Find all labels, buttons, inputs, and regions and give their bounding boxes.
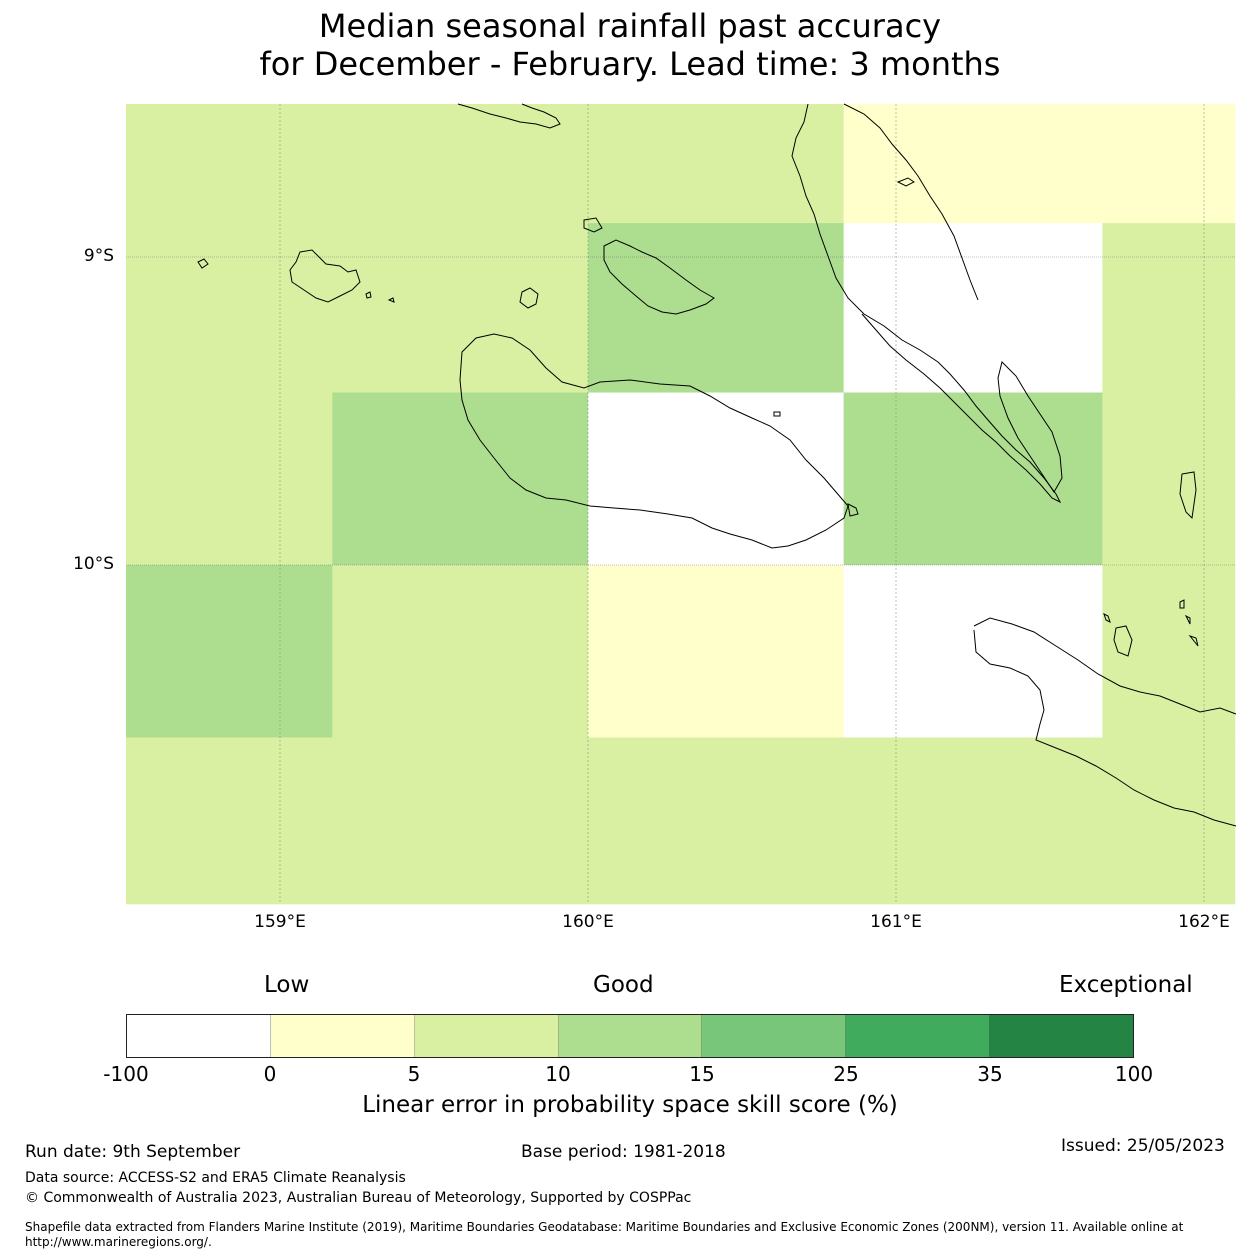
skill-cell — [588, 392, 845, 566]
coastlines — [197, 103, 1237, 827]
coastline-makira-south — [973, 629, 1237, 827]
skill-cell — [843, 565, 1103, 738]
coastline-islet — [896, 177, 915, 187]
coastline-islet — [847, 503, 859, 517]
coastline-islet — [365, 291, 372, 299]
colorbar-tick: 25 — [833, 1062, 859, 1086]
coastline-isabel-west — [457, 103, 561, 129]
map-title-line-2: for December - February. Lead time: 3 mo… — [259, 45, 1001, 83]
skill-cell — [126, 737, 1236, 905]
colorbar-segment — [846, 1015, 991, 1057]
run-date: Run date: 9th September — [25, 1142, 241, 1162]
colorbar-segment — [414, 1015, 559, 1057]
lat-label: 10°S — [73, 554, 114, 574]
coastline-islet — [1188, 634, 1199, 647]
skill-cell — [332, 565, 589, 738]
coastline-small-malaita — [997, 361, 1063, 493]
skill-cell — [126, 392, 333, 566]
skill-cell — [588, 565, 845, 738]
colorbar-tick: 0 — [263, 1062, 277, 1086]
data-source: Data source: ACCESS-S2 and ERA5 Climate … — [25, 1170, 406, 1186]
lat-label: 9°S — [83, 246, 114, 266]
lon-label: 162°E — [1178, 912, 1230, 932]
skill-cell — [332, 392, 589, 566]
skill-cell — [1102, 565, 1236, 738]
colorbar-segment — [127, 1015, 271, 1057]
skill-cell — [588, 223, 845, 394]
colorbar-tick: 10 — [545, 1062, 571, 1086]
colorbar-tick: 5 — [407, 1062, 421, 1086]
lon-label: 159°E — [254, 912, 306, 932]
skill-cell — [1102, 392, 1236, 566]
colorbar-label: Linear error in probability space skill … — [362, 1092, 898, 1118]
colorbar-segment — [270, 1015, 415, 1057]
lon-label: 161°E — [870, 912, 922, 932]
colorbar-tick: 100 — [1114, 1062, 1154, 1086]
coastline-islet — [1179, 599, 1185, 609]
shapefile-credit: Shapefile data extracted from Flanders M… — [25, 1220, 1184, 1249]
skill-cell — [1102, 223, 1236, 394]
coastline-guadalcanal — [459, 333, 849, 549]
coastline-central-islands — [583, 217, 603, 233]
skill-map — [126, 103, 1237, 905]
colorbar-segment — [702, 1015, 847, 1057]
skill-cell — [126, 104, 845, 224]
skill-cells — [126, 104, 1236, 905]
lon-label: 160°E — [562, 912, 614, 932]
base-period: Base period: 1981-2018 — [521, 1142, 726, 1162]
coastline-islet — [1103, 613, 1111, 623]
coastline-islet — [197, 258, 209, 269]
skill-cell — [126, 223, 589, 394]
issued-date: Issued: 25/05/2023 — [1061, 1136, 1225, 1156]
coastline-malaita — [791, 103, 1062, 504]
colorbar-segment — [990, 1015, 1134, 1057]
skill-cell — [843, 223, 1103, 394]
coastline-islet — [387, 297, 395, 303]
legend-category-low: Low — [264, 972, 310, 998]
coastline-islet — [519, 287, 539, 309]
coastline-makira — [973, 617, 1237, 715]
coastline-islet — [773, 411, 781, 417]
colorbar-tick: 35 — [977, 1062, 1003, 1086]
colorbar — [126, 1014, 1134, 1058]
colorbar-tick: -100 — [103, 1062, 149, 1086]
skill-cell — [843, 104, 1236, 224]
graticule — [126, 104, 1235, 904]
legend-category-exceptional: Exceptional — [1059, 972, 1193, 998]
copyright: © Commonwealth of Australia 2023, Austra… — [25, 1190, 692, 1206]
coastline-islet — [1113, 625, 1133, 657]
coastline-central-islands — [603, 239, 715, 315]
coastline-malaita-east — [843, 103, 979, 301]
legend-category-good: Good — [593, 972, 654, 998]
skill-cell — [126, 565, 333, 738]
colorbar-segment — [558, 1015, 703, 1057]
map-title-line-1: Median seasonal rainfall past accuracy — [318, 7, 942, 45]
coastline-florida-islands — [289, 249, 361, 303]
skill-cell — [843, 392, 1103, 566]
coastline-islet — [1179, 471, 1197, 520]
coastline-islet — [1184, 614, 1191, 625]
colorbar-tick: 15 — [689, 1062, 715, 1086]
